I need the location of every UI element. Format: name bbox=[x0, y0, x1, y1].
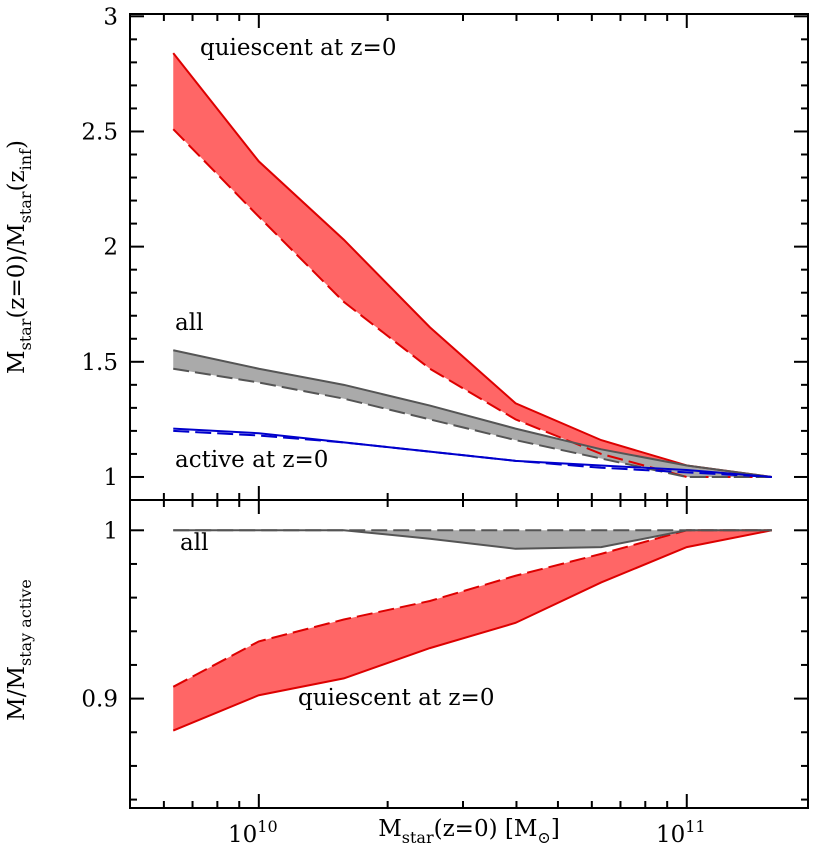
annotation: quiescent at z=0 bbox=[298, 685, 494, 711]
y-tick-label: 1 bbox=[103, 465, 118, 491]
band-fill bbox=[173, 350, 772, 477]
x-axis-label-part: ] bbox=[551, 816, 560, 842]
series-line bbox=[172, 52, 772, 478]
y-tick-label: 2.5 bbox=[81, 119, 118, 145]
annotation: active at z=0 bbox=[175, 447, 328, 473]
y-tick-label: 1 bbox=[103, 518, 118, 544]
x-tick-label: 1010 bbox=[228, 817, 278, 848]
y-axis-label: Mstar(z=0)/Mstar(zinf) bbox=[4, 140, 35, 374]
x-axis-label-part: M bbox=[378, 816, 402, 842]
series-line bbox=[172, 529, 772, 688]
y-axis-label-part: stay active bbox=[16, 579, 35, 666]
y-axis-label-part: inf bbox=[16, 148, 35, 170]
y-axis-label-part: M/M bbox=[4, 666, 30, 721]
y-axis-label-part: (z=0)/M bbox=[4, 223, 30, 318]
series-line bbox=[173, 367, 772, 478]
band-fill bbox=[173, 530, 772, 731]
y-axis-label-part: star bbox=[16, 191, 35, 223]
axes-frame bbox=[129, 499, 809, 809]
plot-area bbox=[172, 529, 772, 732]
y-axis-label-part: M bbox=[4, 350, 30, 374]
annotation: quiescent at z=0 bbox=[200, 35, 396, 61]
x-axis-label-part: ⊙ bbox=[537, 828, 550, 847]
y-axis-label-part: star bbox=[16, 318, 35, 350]
x-tick-exponent: 11 bbox=[685, 817, 705, 836]
band-fill bbox=[173, 530, 772, 549]
y-axis-label: M/Mstay active bbox=[4, 579, 35, 721]
series-line bbox=[172, 529, 772, 732]
x-tick-base: 10 bbox=[228, 822, 257, 848]
annotation: all bbox=[180, 530, 208, 556]
x-tick-label: 1011 bbox=[656, 817, 706, 848]
x-tick-exponent: 10 bbox=[257, 817, 277, 836]
y-tick-label: 3 bbox=[103, 4, 118, 30]
x-axis-label: Mstar(z=0) [M⊙] bbox=[378, 816, 560, 847]
y-axis-label-part: (z bbox=[4, 170, 30, 191]
x-axis-label-part: (z=0) [M bbox=[434, 816, 538, 842]
annotation: all bbox=[175, 310, 203, 336]
y-tick-label: 0.9 bbox=[81, 687, 118, 713]
x-tick-base: 10 bbox=[656, 822, 685, 848]
y-tick-label: 2 bbox=[103, 235, 118, 261]
band-fill bbox=[173, 53, 772, 477]
y-tick-label: 1.5 bbox=[81, 350, 118, 376]
series-line bbox=[173, 429, 772, 478]
y-axis-label-part: ) bbox=[4, 140, 30, 149]
x-axis-label-part: star bbox=[402, 828, 434, 847]
series-line bbox=[173, 349, 772, 478]
plot-area bbox=[172, 52, 772, 478]
